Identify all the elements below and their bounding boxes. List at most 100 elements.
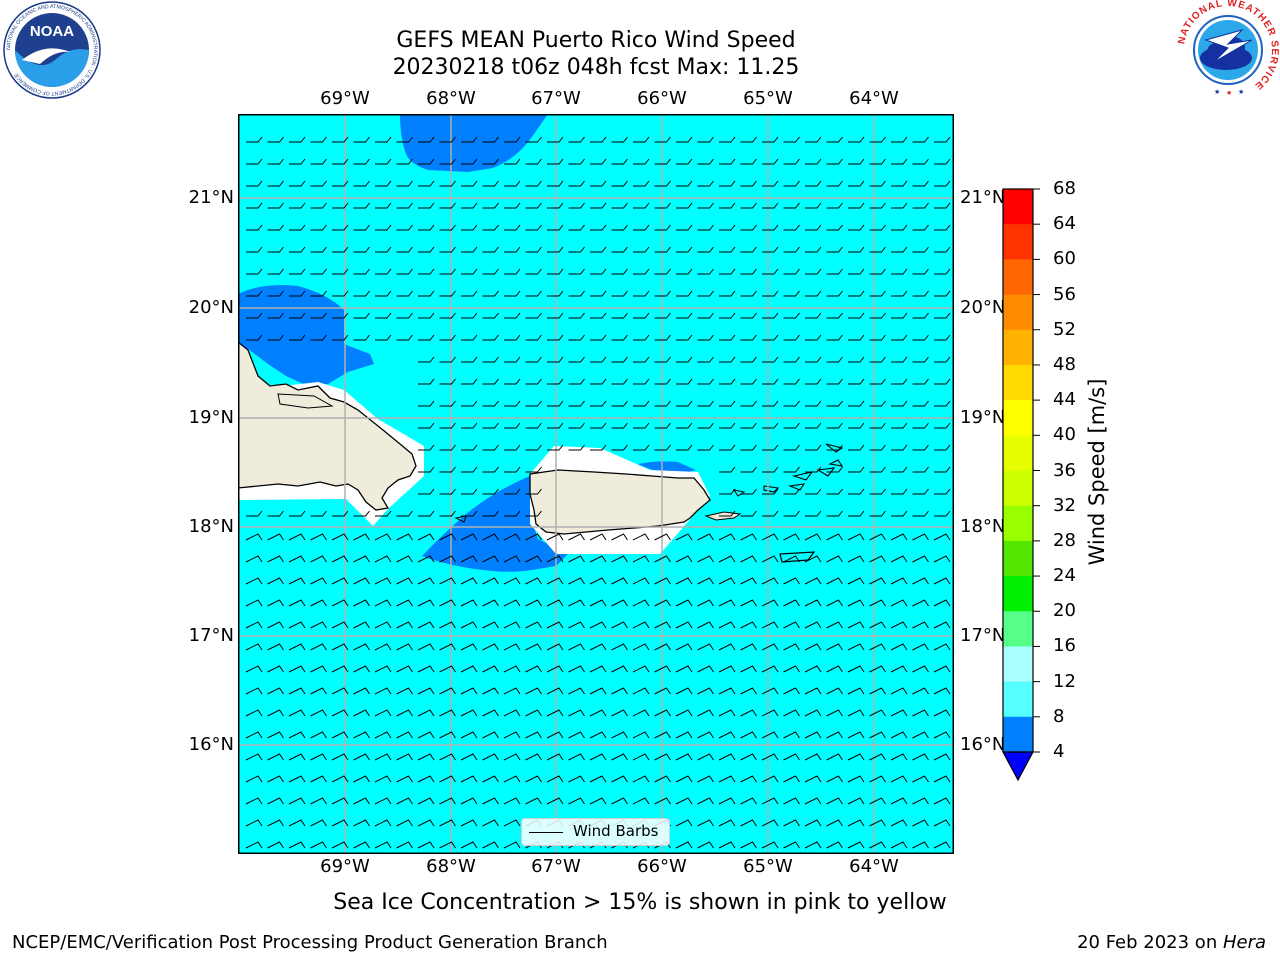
wind-barb [654, 753, 671, 761]
wind-barb [783, 665, 800, 673]
wind-barb [332, 510, 349, 517]
wind-barb [375, 268, 392, 275]
wind-barb [912, 180, 929, 187]
wind-barb [761, 709, 779, 717]
wind-barb [740, 687, 757, 695]
footer-date-text: 20 Feb 2023 on [1077, 932, 1223, 953]
wind-barb [611, 643, 628, 651]
wind-barb [245, 687, 263, 695]
wind-barb [611, 158, 628, 165]
wind-barb [504, 466, 521, 473]
lat-left-19n: 19°N [188, 407, 234, 428]
wind-barb [331, 621, 349, 629]
wind-barb [869, 731, 886, 739]
wind-barb [439, 400, 456, 407]
wind-barb [740, 577, 757, 585]
wind-barb [697, 202, 714, 209]
wind-barb [245, 709, 263, 717]
wind-barb [718, 841, 736, 849]
wind-barb [589, 643, 607, 651]
wind-barb [718, 819, 736, 827]
wind-barb [589, 533, 607, 541]
wind-barb [353, 819, 370, 827]
wind-barb [482, 599, 499, 607]
wind-barb [439, 621, 456, 629]
wind-barb [331, 819, 349, 827]
wind-barb [439, 488, 456, 495]
wind-barb [675, 731, 693, 739]
wind-barb [632, 621, 650, 629]
wind-barb [740, 510, 757, 517]
wind-barb [417, 599, 435, 607]
wind-barb [353, 312, 370, 319]
wind-barb [396, 731, 413, 739]
wind-barb [675, 819, 693, 827]
wind-barb [933, 709, 951, 717]
wind-barb [288, 533, 306, 541]
wind-barb [418, 202, 435, 209]
wind-barb [719, 356, 736, 363]
wind-barb [375, 158, 392, 165]
wind-barb [331, 731, 349, 739]
wind-barb [697, 268, 714, 275]
wind-barb [912, 731, 929, 739]
wind-barb [632, 665, 650, 673]
wind-barb [633, 290, 650, 297]
wind-barb [331, 841, 349, 849]
wind-barb [761, 643, 779, 651]
wind-barb [289, 268, 306, 275]
wind-barb [460, 643, 478, 651]
wind-barb [697, 356, 714, 363]
wind-barb [417, 577, 435, 585]
legend-wind-barbs-label: Wind Barbs [573, 822, 659, 840]
wind-barb [847, 577, 865, 585]
wind-barb [246, 180, 263, 187]
wind-barb [396, 687, 413, 695]
wind-barb [396, 290, 413, 297]
wind-barb [676, 400, 693, 407]
wind-barb [504, 510, 521, 517]
wind-barb [353, 775, 370, 783]
wind-barb [740, 356, 757, 363]
wind-barb [460, 797, 478, 805]
wind-barb [374, 819, 392, 827]
colorbar-tick-label: 20 [1053, 600, 1076, 622]
wind-barb [461, 356, 478, 363]
wind-barb [934, 334, 951, 341]
wind-barb [267, 533, 284, 541]
wind-barb [417, 533, 435, 541]
wind-barb [353, 224, 370, 231]
wind-barb [525, 334, 542, 341]
lon-bottom-64w: 64°W [849, 856, 899, 877]
wind-barb [310, 819, 327, 827]
wind-barb [482, 533, 499, 541]
nws-logo: NATIONAL WEATHER SERVICE ★ ★ ★ [1176, 0, 1279, 98]
wind-barb [826, 158, 843, 165]
wind-barb [375, 312, 392, 319]
wind-barb [633, 224, 650, 231]
wind-barb [762, 334, 779, 341]
wind-barb [353, 246, 370, 253]
colorbar-tick-label: 32 [1053, 494, 1076, 516]
wind-barb [654, 378, 671, 385]
wind-barb [675, 687, 693, 695]
wind-barb [482, 488, 499, 495]
lon-bottom-69w: 69°W [320, 856, 370, 877]
wind-barb [245, 599, 263, 607]
wind-barb [719, 488, 736, 495]
wind-barb [353, 555, 370, 563]
wind-barb [826, 775, 843, 783]
wind-barb [353, 599, 370, 607]
wind-barb [654, 797, 671, 805]
wind-barb [568, 731, 585, 739]
wind-barb [439, 224, 456, 231]
wind-barb [762, 180, 779, 187]
wind-barb [374, 709, 392, 717]
wind-barb [504, 158, 521, 165]
wind-barb [675, 533, 693, 541]
wind-barb [633, 378, 650, 385]
wind-barb [890, 577, 908, 585]
wind-barb [804, 841, 822, 849]
wind-barb [417, 555, 435, 563]
wind-barb [719, 158, 736, 165]
